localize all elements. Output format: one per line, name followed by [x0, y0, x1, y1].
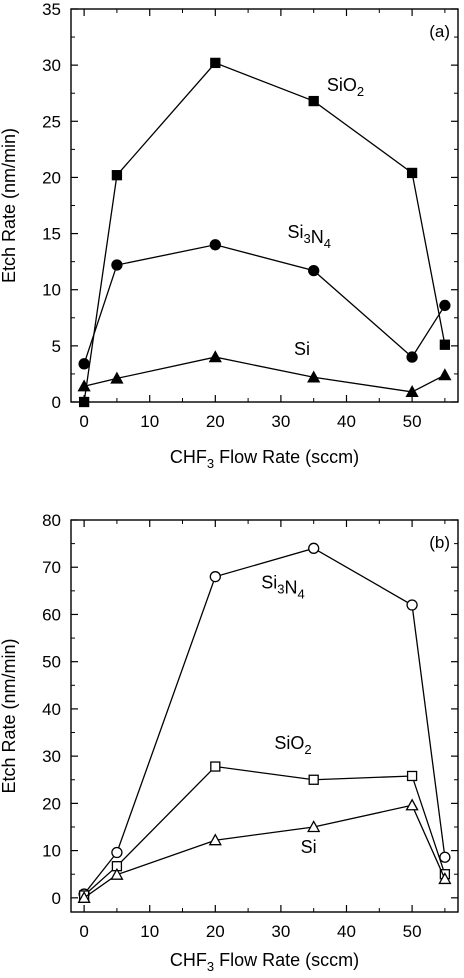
y-tick-label: 15 — [42, 225, 61, 244]
data-point — [308, 542, 320, 554]
chart-panel-b: 0 10 20 30 40 50 0 10 20 30 40 50 60 70 80 CHF3 Flow Ra… — [0, 511, 459, 974]
data-point — [208, 833, 222, 846]
x-axis-title: CHF3 Flow Rate (sccm) — [170, 447, 359, 471]
series-label: SiO2 — [274, 733, 311, 757]
data-point — [406, 599, 418, 611]
data-point — [111, 846, 123, 859]
x-tick-label: 10 — [140, 922, 159, 941]
y-tick-label: 40 — [42, 700, 61, 719]
series-label: Si — [301, 837, 317, 857]
data-point — [77, 890, 91, 903]
data-point — [78, 396, 90, 408]
y-tick-label: 10 — [42, 842, 61, 861]
x-tick-label: 0 — [79, 922, 88, 941]
data-point — [308, 774, 319, 785]
data-point — [110, 867, 124, 880]
y-tick-label: 20 — [42, 794, 61, 813]
y-tick-label: 30 — [42, 56, 61, 75]
x-tick-label: 0 — [79, 412, 88, 431]
y-axis-title: Etch Rate (nm/min) — [0, 128, 19, 283]
x-tick-label: 20 — [206, 922, 225, 941]
plot-frame — [70, 8, 459, 403]
x-tick-label: 10 — [140, 412, 159, 431]
data-point — [438, 368, 452, 381]
x-tick-label: 50 — [403, 922, 422, 941]
series-label: Si — [294, 339, 310, 359]
data-point — [405, 798, 419, 811]
plot-frame — [70, 519, 459, 913]
data-point — [208, 350, 222, 363]
data-point — [111, 259, 123, 271]
data-point — [406, 167, 418, 179]
series-label: Si3N4 — [287, 222, 330, 251]
y-tick-label: 50 — [42, 653, 61, 672]
x-tick-label: 20 — [206, 412, 225, 431]
x-tick-label: 30 — [271, 922, 290, 941]
series-line — [83, 62, 446, 403]
data-point — [209, 571, 221, 583]
x-tick-label: 40 — [337, 922, 356, 941]
x-tick-label: 50 — [403, 412, 422, 431]
y-tick-label: 0 — [52, 393, 61, 412]
data-point — [307, 370, 321, 383]
data-point — [78, 358, 90, 370]
data-point — [406, 351, 418, 363]
series-1: SiO2 — [78, 733, 451, 901]
y-tick-label: 80 — [42, 511, 61, 530]
series-2: Si — [77, 339, 452, 398]
x-tick-label: 40 — [337, 412, 356, 431]
x-tick-label: 30 — [271, 412, 290, 431]
y-tick-label: 10 — [42, 281, 61, 300]
panel-label: (a) — [429, 22, 450, 41]
series-0: Si3N4 — [78, 542, 451, 900]
y-tick-label: 5 — [52, 337, 61, 356]
series-0: SiO2 — [78, 57, 451, 408]
series-line — [83, 547, 446, 895]
x-axis-title: CHF3 Flow Rate (sccm) — [170, 950, 359, 974]
y-tick-label: 70 — [42, 558, 61, 577]
data-point — [439, 851, 451, 863]
data-point — [210, 761, 221, 772]
data-point — [209, 239, 221, 251]
data-point — [406, 770, 418, 782]
series-label: SiO2 — [327, 75, 364, 99]
panel-label: (b) — [429, 533, 450, 552]
y-tick-label: 30 — [42, 747, 61, 766]
data-point — [308, 264, 320, 277]
y-tick-label: 0 — [52, 889, 61, 908]
data-point — [439, 339, 451, 350]
y-tick-label: 20 — [42, 168, 61, 187]
data-point — [77, 379, 91, 392]
data-point — [307, 820, 321, 833]
data-point — [111, 170, 123, 181]
data-point — [405, 385, 419, 398]
data-point — [110, 371, 124, 384]
series-line — [83, 356, 446, 393]
data-point — [438, 872, 452, 885]
data-point — [439, 299, 451, 312]
series-label: Si3N4 — [261, 572, 304, 601]
series-line — [83, 765, 446, 896]
chart-panel-a: 0 10 20 30 40 50 0 5 10 15 20 25 30 35 CHF3 Flow Rate … — [0, 0, 459, 471]
series-line — [83, 244, 446, 365]
data-point — [210, 57, 221, 69]
y-tick-label: 25 — [42, 112, 61, 131]
data-point — [308, 95, 319, 107]
y-axis-title: Etch Rate (nm/min) — [0, 638, 19, 793]
series-line — [83, 804, 446, 899]
series-2: Si — [77, 798, 452, 903]
y-tick-label: 35 — [42, 0, 61, 19]
y-tick-label: 60 — [42, 605, 61, 624]
series-1: Si3N4 — [78, 222, 451, 370]
